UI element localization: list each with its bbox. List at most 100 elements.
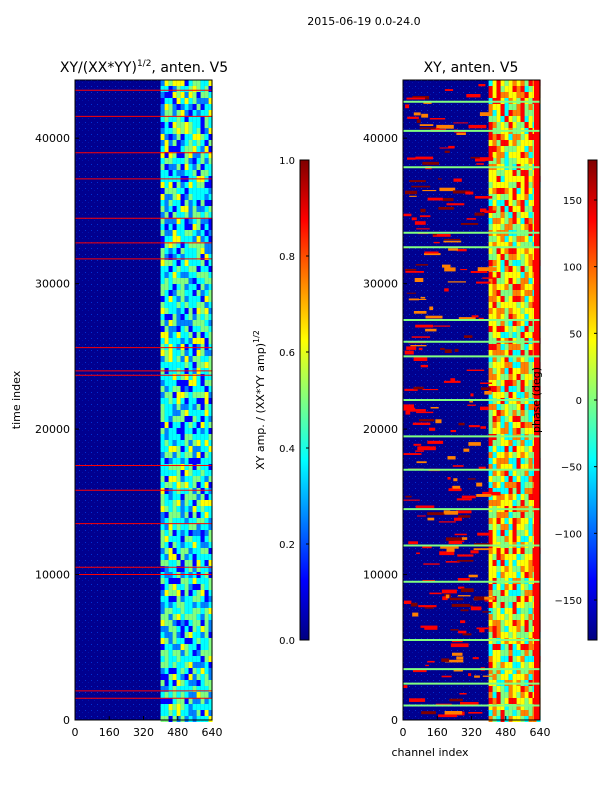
band-cell xyxy=(512,686,517,692)
band-cell xyxy=(512,308,517,314)
band-cell xyxy=(208,518,213,524)
band-cell xyxy=(176,710,181,716)
band-cell xyxy=(208,458,213,464)
band-cell xyxy=(160,152,165,158)
band-cell xyxy=(524,248,529,254)
band-cell xyxy=(208,254,213,260)
band-cell xyxy=(516,560,521,566)
band-cell xyxy=(176,122,181,128)
band-cell xyxy=(512,170,517,176)
band-cell xyxy=(204,578,209,584)
band-cell xyxy=(192,380,197,386)
band-cell xyxy=(492,242,497,248)
band-cell xyxy=(520,644,525,650)
band-cell xyxy=(528,464,533,470)
band-cell xyxy=(196,194,201,200)
band-cell xyxy=(188,278,193,284)
band-cell xyxy=(164,104,169,110)
heatmap-phase[interactable] xyxy=(403,80,541,722)
band-cell xyxy=(208,464,213,470)
band-cell xyxy=(516,650,521,656)
band-cell xyxy=(204,590,209,596)
band-cell xyxy=(184,674,189,680)
band-cell xyxy=(184,500,189,506)
band-cell xyxy=(512,332,517,338)
band-cell xyxy=(528,626,533,632)
band-cell xyxy=(196,200,201,206)
band-cell xyxy=(180,422,185,428)
band-cell xyxy=(184,692,189,698)
band-cell xyxy=(504,602,509,608)
band-cell xyxy=(204,236,209,242)
band-cell xyxy=(496,314,501,320)
band-cell xyxy=(200,278,205,284)
band-cell xyxy=(192,458,197,464)
band-cell xyxy=(204,392,209,398)
band-cell xyxy=(528,242,533,248)
band-cell xyxy=(184,308,189,314)
band-cell xyxy=(184,320,189,326)
band-cell xyxy=(516,236,521,242)
band-cell xyxy=(176,608,181,614)
band-cell xyxy=(508,470,513,476)
band-cell xyxy=(172,566,177,572)
band-cell xyxy=(192,344,197,350)
band-cell xyxy=(520,476,525,482)
band-cell xyxy=(504,716,509,722)
figure-suptitle: 2015-06-19 0.0-24.0 xyxy=(307,15,420,28)
band-cell xyxy=(512,704,517,710)
band-cell xyxy=(176,116,181,122)
band-cell xyxy=(208,314,213,320)
band-cell xyxy=(184,506,189,512)
band-cell xyxy=(200,608,205,614)
band-cell xyxy=(164,392,169,398)
band-cell xyxy=(196,518,201,524)
band-cell xyxy=(204,548,209,554)
band-cell xyxy=(188,704,193,710)
band-cell xyxy=(200,182,205,188)
phase-patch xyxy=(438,521,456,523)
band-cell xyxy=(508,188,513,194)
band-cell xyxy=(176,614,181,620)
phase-patch xyxy=(414,278,424,282)
band-cell xyxy=(504,500,509,506)
band-cell xyxy=(204,296,209,302)
band-cell xyxy=(184,182,189,188)
band-cell xyxy=(200,326,205,332)
band-cell xyxy=(496,446,501,452)
band-cell xyxy=(500,440,505,446)
band-cell xyxy=(200,602,205,608)
band-cell xyxy=(160,428,165,434)
band-cell xyxy=(192,122,197,128)
band-cell xyxy=(184,566,189,572)
band-cell xyxy=(180,284,185,290)
band-cell xyxy=(200,398,205,404)
band-cell xyxy=(192,194,197,200)
band-cell xyxy=(508,146,513,152)
band-cell xyxy=(504,518,509,524)
band-cell xyxy=(180,638,185,644)
band-cell xyxy=(500,674,505,680)
band-cell xyxy=(508,476,513,482)
band-cell xyxy=(176,272,181,278)
band-cell xyxy=(208,536,213,542)
heatmap-amplitude[interactable] xyxy=(75,80,213,722)
band-cell xyxy=(188,206,193,212)
band-cell xyxy=(172,86,177,92)
band-cell xyxy=(200,452,205,458)
band-cell xyxy=(508,614,513,620)
phase-patch xyxy=(460,702,479,705)
band-cell xyxy=(164,686,169,692)
band-cell xyxy=(176,566,181,572)
band-cell xyxy=(488,488,493,494)
band-cell xyxy=(488,422,493,428)
colorbar-tick-label: 1.0 xyxy=(279,156,295,167)
band-cell xyxy=(172,374,177,380)
band-cell xyxy=(496,710,501,716)
band-cell xyxy=(488,326,493,332)
band-cell xyxy=(524,362,529,368)
band-cell xyxy=(160,314,165,320)
band-cell xyxy=(200,566,205,572)
flagged-rows xyxy=(403,100,540,707)
band-cell xyxy=(488,482,493,488)
